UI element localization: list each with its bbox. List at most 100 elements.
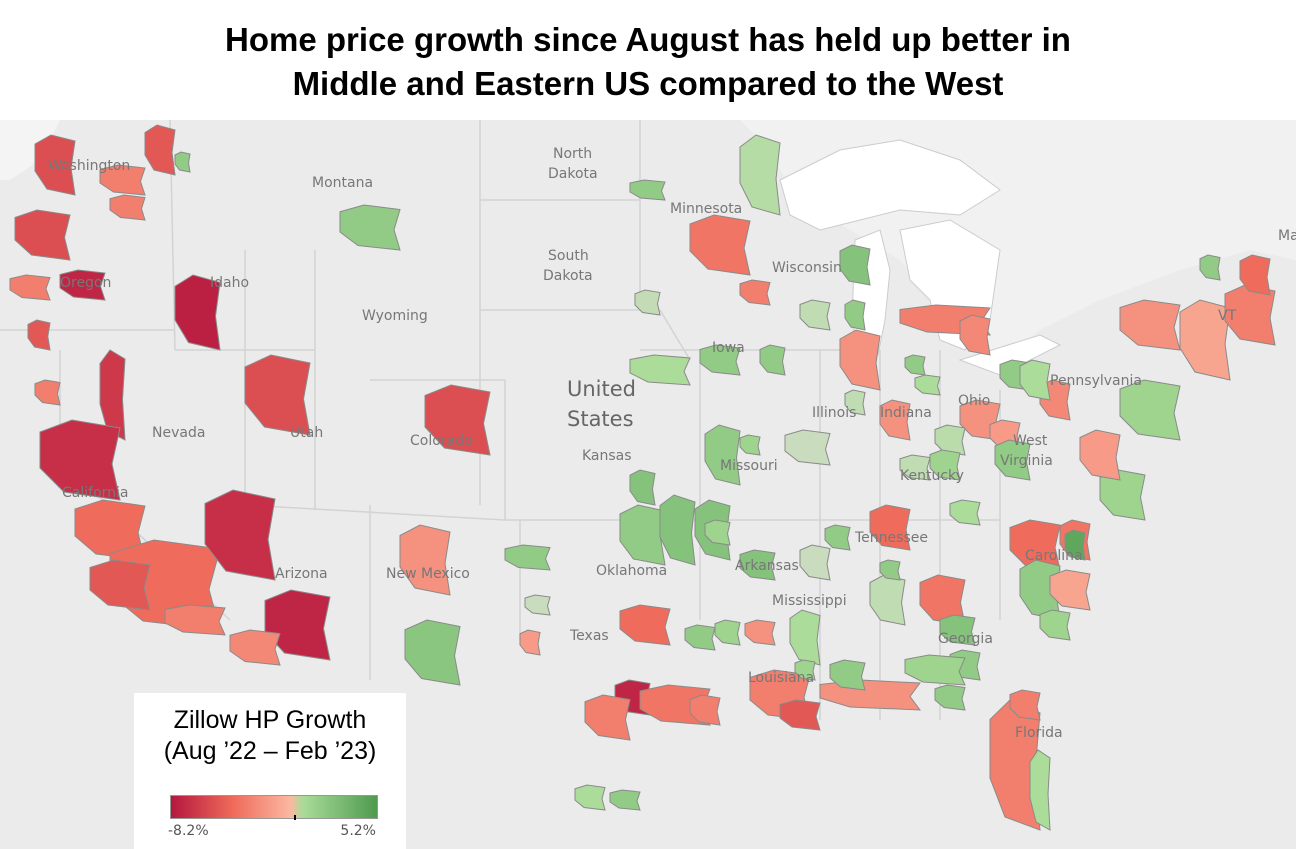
metro-area[interactable]	[9, 274, 51, 301]
metro-area[interactable]	[829, 659, 866, 691]
metro-area[interactable]	[994, 439, 1031, 481]
label-kentucky: Kentucky	[900, 468, 964, 484]
metro-area[interactable]	[839, 244, 871, 286]
metro-area[interactable]	[744, 619, 776, 646]
metro-area[interactable]	[1019, 359, 1051, 401]
metro-area[interactable]	[27, 319, 51, 351]
metro-area[interactable]	[339, 204, 401, 251]
metro-area[interactable]	[164, 604, 226, 636]
metro-area[interactable]	[939, 614, 976, 646]
metro-area[interactable]	[619, 604, 671, 646]
metro-area[interactable]	[204, 489, 276, 581]
metro-area[interactable]	[689, 694, 721, 726]
metro-area[interactable]	[629, 469, 656, 506]
label-iowa: Iowa	[712, 340, 745, 356]
metro-area[interactable]	[244, 354, 311, 436]
metro-area[interactable]	[609, 789, 641, 811]
metro-area[interactable]	[34, 379, 61, 406]
metro-area[interactable]	[629, 179, 666, 201]
metro-area[interactable]	[704, 519, 731, 546]
label-colorado: Colorado	[410, 433, 473, 449]
metro-area[interactable]	[839, 329, 881, 391]
metro-area[interactable]	[959, 314, 991, 356]
metro-area[interactable]	[779, 699, 821, 731]
metro-area[interactable]	[914, 374, 941, 396]
metro-area[interactable]	[1049, 569, 1091, 611]
metro-area[interactable]	[1039, 609, 1071, 641]
metro-area[interactable]	[229, 629, 281, 666]
metro-area[interactable]	[689, 214, 751, 276]
metro-area[interactable]	[89, 559, 151, 611]
metro-area[interactable]	[174, 274, 221, 351]
metro-area[interactable]	[629, 354, 691, 386]
metro-area[interactable]	[799, 544, 831, 581]
metro-area[interactable]	[919, 574, 966, 626]
metro-area[interactable]	[1064, 529, 1086, 561]
metro-area[interactable]	[879, 559, 901, 581]
metro-area[interactable]	[1019, 559, 1061, 621]
metro-area[interactable]	[404, 619, 461, 686]
metro-area[interactable]	[99, 164, 146, 196]
metro-area[interactable]	[584, 694, 631, 741]
metro-area[interactable]	[1009, 689, 1041, 721]
metro-area[interactable]	[1099, 469, 1146, 521]
metro-area[interactable]	[794, 659, 816, 681]
label-north-dakota: North	[553, 146, 592, 162]
metro-area[interactable]	[34, 134, 76, 196]
metro-area[interactable]	[934, 684, 966, 711]
metro-area[interactable]	[934, 424, 966, 456]
metro-area[interactable]	[1029, 749, 1051, 831]
label-louisiana: Louisiana	[748, 670, 814, 686]
metro-area[interactable]	[424, 384, 491, 456]
label-oklahoma: Oklahoma	[596, 563, 667, 579]
metro-area[interactable]	[824, 524, 851, 551]
metro-area[interactable]	[739, 279, 771, 306]
metro-area[interactable]	[524, 594, 551, 616]
metro-area[interactable]	[704, 424, 741, 486]
metro-area[interactable]	[739, 134, 781, 216]
metro-area[interactable]	[949, 499, 981, 526]
metro-area[interactable]	[1079, 429, 1121, 481]
metro-area[interactable]	[99, 349, 126, 441]
label-south-dakota-2: Dakota	[543, 268, 593, 284]
metro-area[interactable]	[844, 299, 866, 331]
metro-area[interactable]	[1119, 299, 1181, 351]
metro-area[interactable]	[659, 494, 696, 566]
metro-area[interactable]	[504, 544, 551, 571]
metro-area[interactable]	[174, 151, 191, 173]
metro-area[interactable]	[1179, 299, 1231, 381]
metro-area[interactable]	[759, 344, 786, 376]
metro-area[interactable]	[399, 524, 451, 596]
metro-area[interactable]	[1119, 379, 1181, 441]
metro-area[interactable]	[574, 784, 606, 811]
metro-area[interactable]	[714, 619, 741, 646]
metro-area[interactable]	[739, 434, 761, 456]
metro-area[interactable]	[789, 609, 821, 666]
metro-area[interactable]	[1239, 254, 1271, 296]
metro-area[interactable]	[519, 629, 541, 656]
metro-area[interactable]	[59, 269, 106, 301]
metro-area[interactable]	[699, 344, 741, 376]
metro-area[interactable]	[14, 209, 71, 261]
metro-area[interactable]	[904, 654, 966, 686]
metro-area[interactable]	[929, 449, 961, 481]
label-maine: Ma	[1278, 228, 1296, 244]
metro-area[interactable]	[899, 454, 931, 481]
metro-area[interactable]	[739, 549, 776, 581]
metro-area[interactable]	[619, 504, 666, 566]
metro-area[interactable]	[109, 194, 146, 221]
metro-area[interactable]	[844, 389, 866, 416]
metro-area[interactable]	[1009, 519, 1061, 571]
metro-area[interactable]	[784, 429, 831, 466]
metro-area[interactable]	[634, 289, 661, 316]
metro-area[interactable]	[869, 504, 911, 551]
metro-area[interactable]	[799, 299, 831, 331]
metro-area[interactable]	[684, 624, 716, 651]
metro-area[interactable]	[144, 124, 176, 176]
metro-area[interactable]	[1199, 254, 1221, 281]
metro-area[interactable]	[904, 354, 926, 376]
metro-area[interactable]	[879, 399, 911, 441]
metro-area[interactable]	[39, 419, 121, 501]
label-united: United	[567, 377, 636, 401]
legend-min-label: -8.2%	[168, 823, 209, 839]
